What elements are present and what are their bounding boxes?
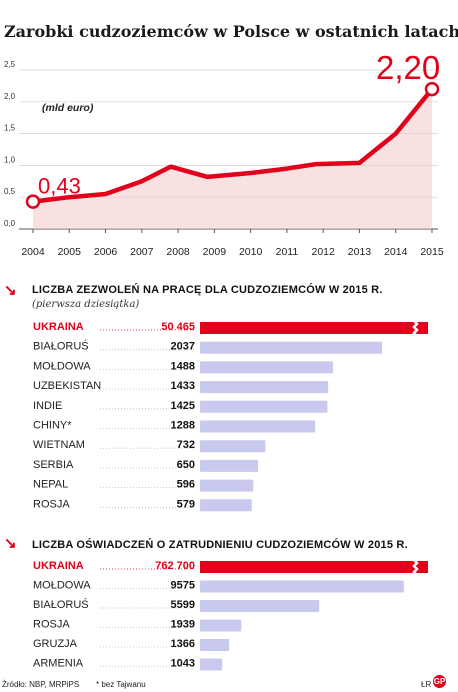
bar bbox=[200, 420, 316, 433]
x-tick-label: 2015 bbox=[420, 246, 444, 258]
bar-category-label: UKRAINA bbox=[33, 321, 84, 333]
chart-title: Zarobki cudzoziemców w Polsce w ostatnic… bbox=[4, 22, 458, 41]
x-tick-label: 2009 bbox=[203, 246, 227, 258]
permits-chart-subtitle: (pierwsza dziesiątka) bbox=[32, 299, 140, 310]
x-tick-label: 2006 bbox=[94, 246, 118, 258]
bar bbox=[200, 381, 329, 394]
bar bbox=[200, 658, 223, 671]
bar-category-label: ROSJA bbox=[33, 498, 70, 510]
bar-value-label: 1043 bbox=[171, 658, 195, 670]
bar-value-label: 9575 bbox=[171, 580, 195, 592]
line-chart: 0,0 0,5 1,0 1,5 2,0 2,5 2004 2005 2006 2007 2008 20… bbox=[4, 55, 444, 258]
bar-value-label: 1366 bbox=[171, 638, 195, 650]
bar bbox=[200, 322, 428, 334]
y-tick-label: 0,5 bbox=[4, 187, 16, 196]
bar bbox=[200, 619, 242, 632]
bar-category-label: BIAŁORUŚ bbox=[33, 340, 89, 353]
x-tick-label: 2007 bbox=[130, 246, 154, 258]
bar-category-label: CHINY* bbox=[33, 420, 72, 432]
series-line bbox=[30, 86, 435, 204]
bar-value-label: 1433 bbox=[171, 380, 195, 392]
end-value-label: 2,20 bbox=[376, 55, 440, 86]
y-tick-label: 2,0 bbox=[4, 92, 16, 101]
bar-value-label: 1939 bbox=[171, 619, 195, 631]
area-fill bbox=[33, 89, 432, 229]
bar-category-label: MOŁDOWA bbox=[33, 580, 91, 592]
bar-value-label: 50 465 bbox=[161, 321, 195, 333]
y-tick-label: 2,5 bbox=[4, 60, 16, 69]
declarations-chart-title: LICZBA OŚWIADCZEŃ O ZATRUDNIENIU CUDZOZI… bbox=[32, 539, 408, 551]
bar-value-label: 1488 bbox=[171, 360, 195, 372]
bar-break bbox=[412, 559, 419, 576]
bar-category-label: ARMENIA bbox=[33, 658, 84, 670]
bar-value-label: 2037 bbox=[171, 341, 195, 353]
declarations-bar-chart: UKRAINA 762 700 MOŁDOWA 9575 BIAŁORUŚ 5599 ROS… bbox=[33, 559, 428, 671]
bar bbox=[200, 459, 259, 472]
bar-value-label: 762 700 bbox=[155, 560, 195, 572]
bar-category-label: SERBIA bbox=[33, 459, 74, 471]
bar-value-label: 5599 bbox=[171, 599, 195, 611]
footnote: * bez Tajwanu bbox=[96, 680, 146, 689]
bar-value-label: 650 bbox=[177, 459, 195, 471]
bar-category-label: GRUZJA bbox=[33, 638, 78, 650]
x-tick-label: 2005 bbox=[58, 246, 82, 258]
bar bbox=[200, 580, 404, 593]
x-tick-label: 2014 bbox=[384, 246, 408, 258]
permits-chart-title: LICZBA ZEZWOLEŃ NA PRACĘ DLA CUDZOZIEMCÓ… bbox=[32, 284, 383, 296]
start-value-label: 0,43 bbox=[38, 174, 81, 199]
bar-category-label: BIAŁORUŚ bbox=[33, 598, 89, 611]
bar-value-label: 1425 bbox=[171, 400, 195, 412]
unit-label: (mld euro) bbox=[42, 102, 94, 114]
bar bbox=[200, 361, 334, 374]
bar-value-label: 579 bbox=[177, 498, 195, 510]
data-point bbox=[424, 81, 440, 97]
bar-value-label: 1288 bbox=[171, 420, 195, 432]
y-tick-label: 1,5 bbox=[4, 124, 16, 133]
permits-bar-chart: UKRAINA 50 465 BIAŁORUŚ 2037 MOŁDOWA 1488 UZBE… bbox=[33, 320, 428, 512]
bar bbox=[200, 639, 230, 651]
bar bbox=[200, 400, 328, 413]
bar-break bbox=[412, 320, 419, 337]
y-tick-label: 1,0 bbox=[4, 155, 16, 164]
bar bbox=[200, 440, 266, 453]
x-tick-label: 2004 bbox=[21, 246, 45, 258]
bar-category-label: ROSJA bbox=[33, 619, 70, 631]
bar bbox=[200, 600, 320, 612]
bar-value-label: 596 bbox=[177, 479, 195, 491]
bar-category-label: UKRAINA bbox=[33, 560, 84, 572]
bar-category-label: WIETNAM bbox=[33, 439, 85, 451]
x-tick-label: 2010 bbox=[239, 246, 263, 258]
x-tick-label: 2011 bbox=[276, 246, 299, 258]
bar bbox=[200, 499, 252, 512]
source-note: Źródło: NBP, MRPiPS bbox=[2, 680, 80, 689]
x-tick-label: 2012 bbox=[312, 246, 336, 258]
arrow-down-right-icon: ↘ bbox=[4, 282, 17, 299]
x-tick-label: 2008 bbox=[166, 246, 190, 258]
bar bbox=[200, 341, 383, 354]
x-tick-label: 2013 bbox=[348, 246, 372, 258]
bar-value-label: 732 bbox=[177, 439, 195, 451]
y-tick-label: 0,0 bbox=[4, 219, 16, 228]
bar-category-label: NEPAL bbox=[33, 479, 68, 491]
data-point bbox=[25, 194, 41, 209]
bar-category-label: UZBEKISTAN bbox=[33, 380, 101, 392]
bar-category-label: MOŁDOWA bbox=[33, 360, 91, 372]
bar bbox=[200, 479, 254, 492]
author-initials: ŁR bbox=[421, 680, 432, 689]
arrow-down-right-icon: ↘ bbox=[4, 535, 17, 552]
bar-category-label: INDIE bbox=[33, 400, 62, 412]
publisher-logo: GP bbox=[433, 675, 446, 688]
bar bbox=[200, 561, 428, 573]
